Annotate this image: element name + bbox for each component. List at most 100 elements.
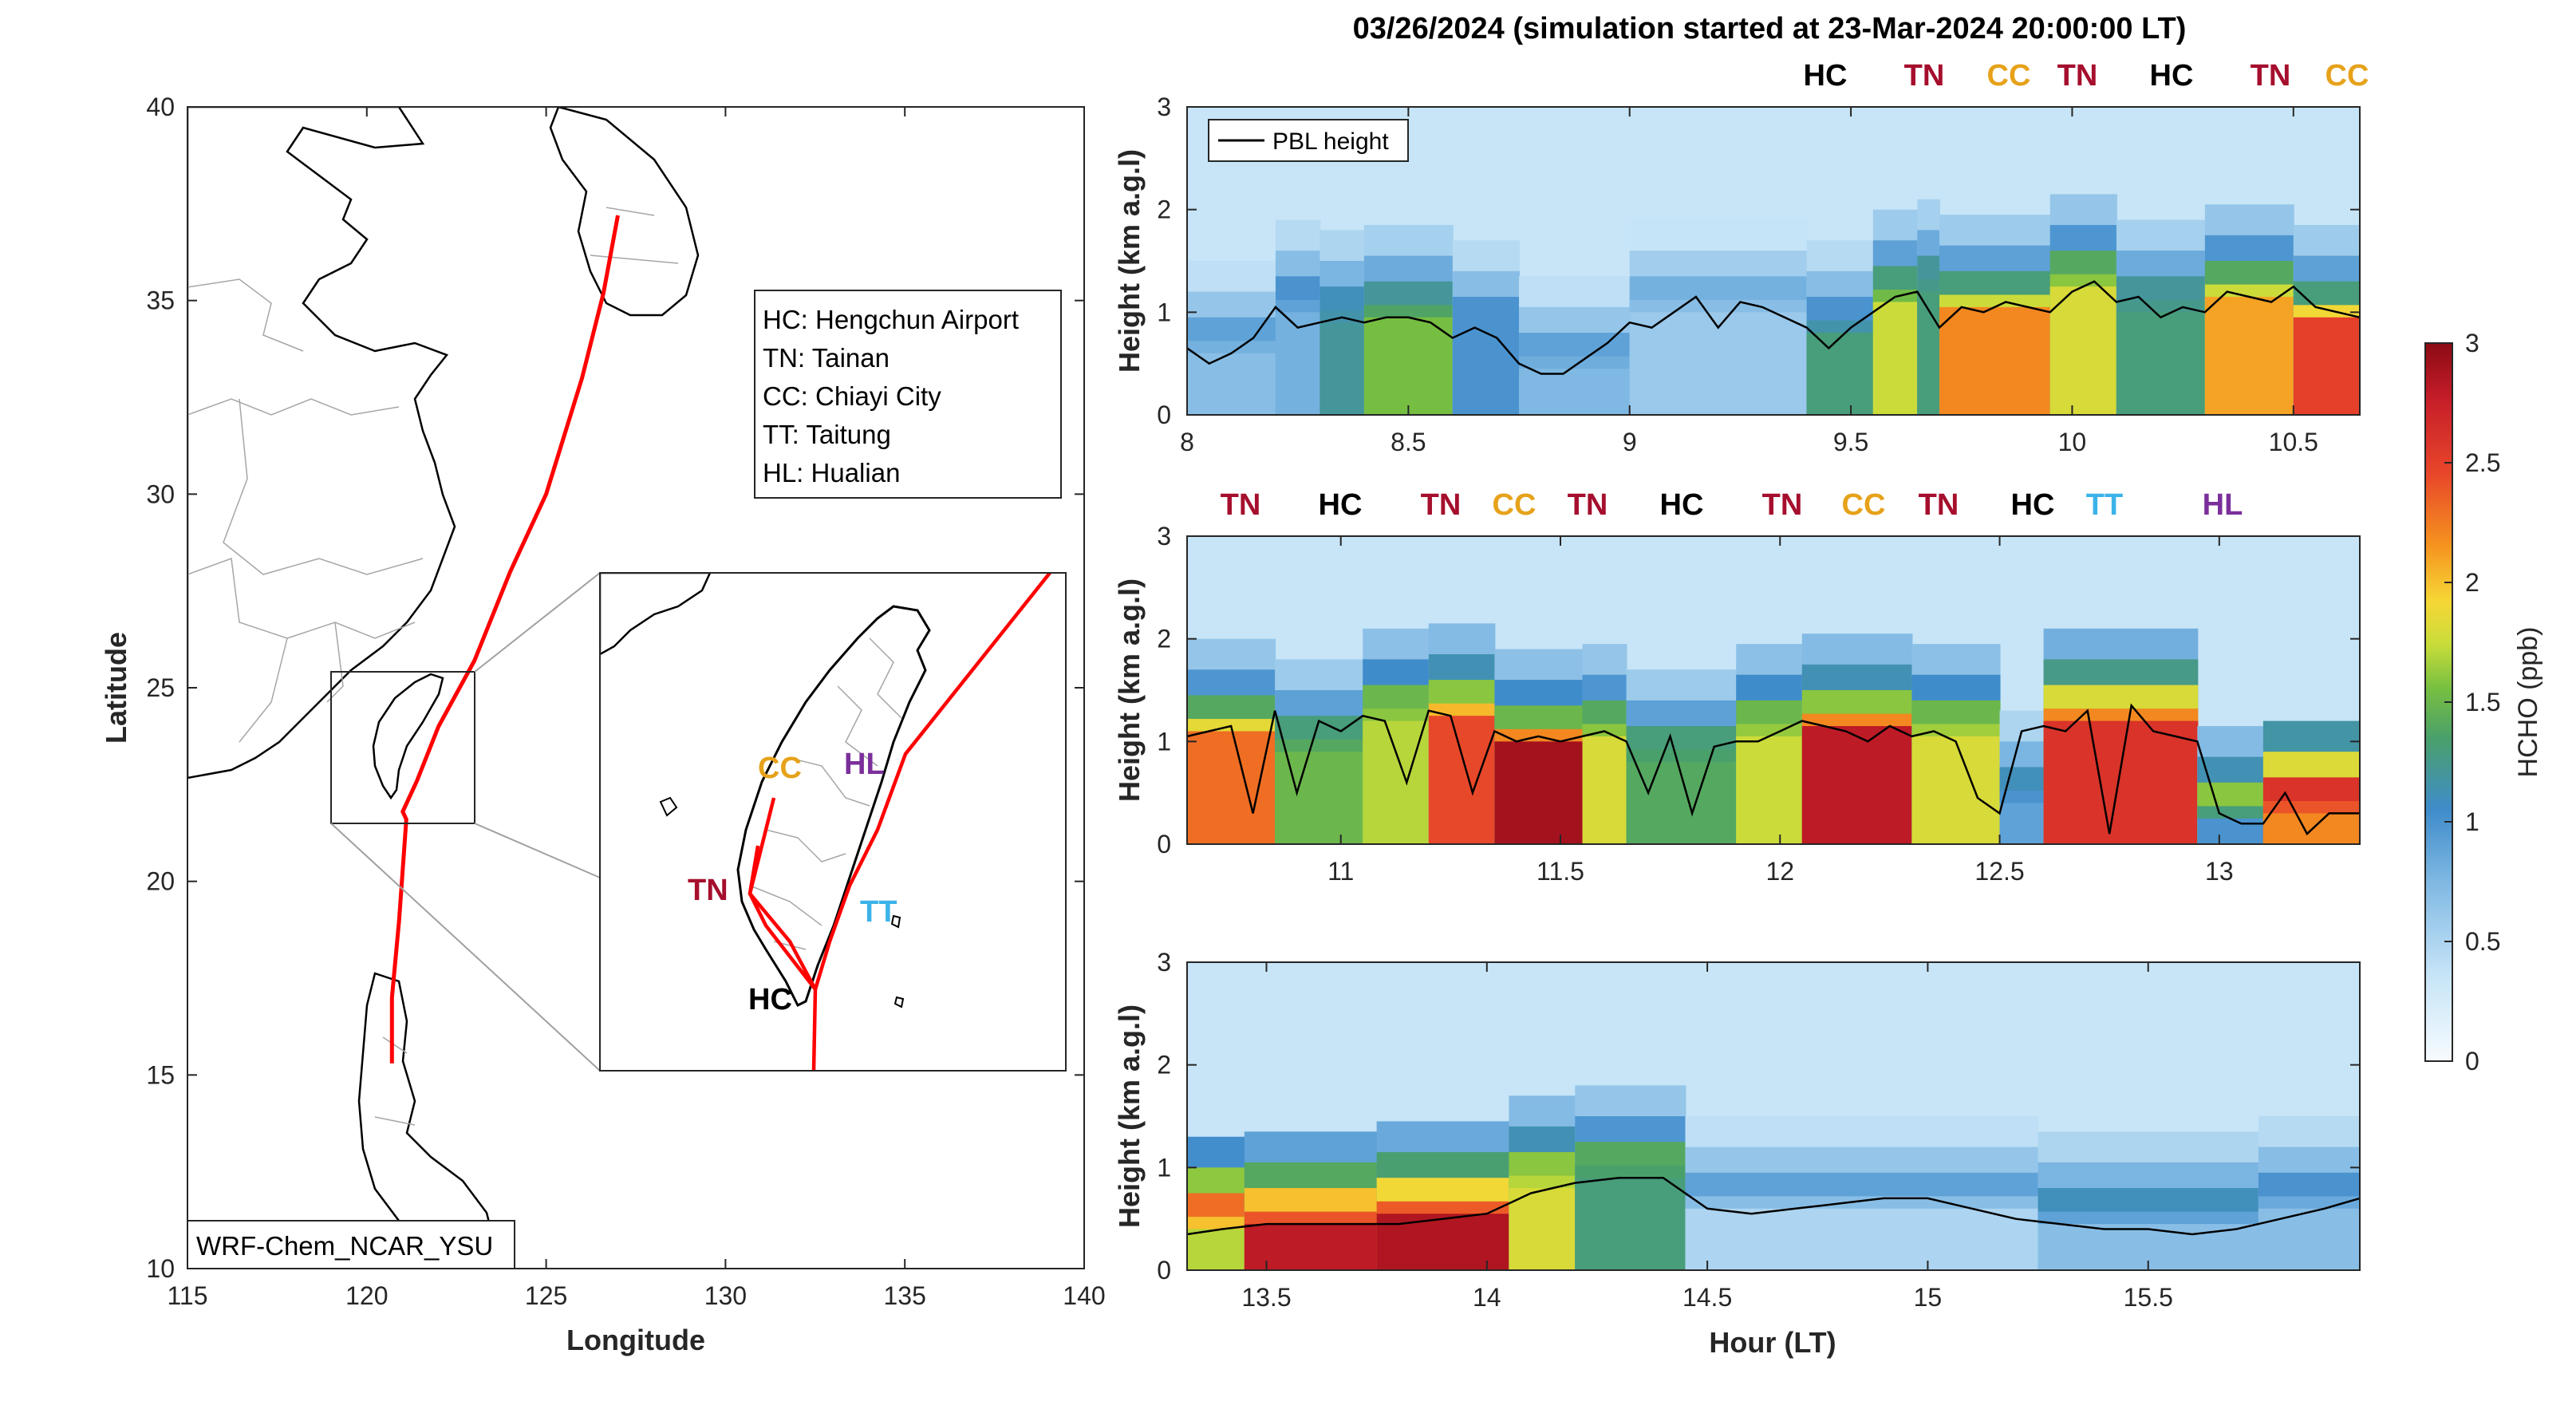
curtain-x-tick-label: 12.5: [1974, 857, 2024, 886]
curtain-y-tick-label: 2: [1157, 1051, 1171, 1079]
curtain-cell: [2204, 297, 2294, 415]
inset-frame: [599, 572, 1067, 1072]
map-y-tick-label: 25: [146, 673, 175, 702]
curtain-cell: [1376, 1214, 1510, 1270]
curtain-cell: [1428, 716, 1496, 844]
curtain-cell: [1187, 731, 1276, 844]
curtain-y-tick-label: 3: [1157, 522, 1171, 551]
colorbar: 0 0.5 1 1.5 2 2.5 3 HCHO (ppb): [2424, 329, 2543, 1076]
map-y-tick-label: 30: [146, 480, 175, 508]
flight-track: [389, 215, 620, 1064]
curtain-cell: [2049, 286, 2117, 415]
site-legend-item: HL: Hualian: [763, 458, 900, 487]
colorbar-tick-label: 1.5: [2465, 688, 2500, 716]
curtain-cell: [1363, 317, 1454, 415]
curtain-x-tick-label: 15: [1914, 1283, 1943, 1312]
curtain-x-tick-label: 13.5: [1241, 1283, 1291, 1312]
curtain-panel-1: 8 8.5 9 9.5 10 10.5 0 1 2 3 Height (km a.g.l) HC TN C…: [1113, 59, 2369, 456]
site-flag-hc: HC: [2011, 488, 2055, 522]
figure-title: 03/26/2024 (simulation started at 23-Mar…: [1353, 12, 2187, 45]
inset-site-label-cc: CC: [758, 752, 802, 785]
pbl-height-line: [1187, 1176, 2360, 1236]
curtain-cell: [1275, 312, 1321, 415]
colorbar-tick-label: 2: [2465, 568, 2479, 597]
site-flag-hl: HL: [2203, 488, 2243, 522]
curtain-x-tick-label: 11.5: [1537, 857, 1584, 886]
curtain-x-tick-label: 15.5: [2124, 1283, 2173, 1312]
site-flag-cc: CC: [1987, 59, 2031, 93]
colorbar-tick-label: 3: [2465, 329, 2479, 357]
curtain-cell: [1911, 736, 2001, 844]
curtain-y-tick-label: 3: [1157, 93, 1171, 121]
zoom-connector-top: [474, 572, 601, 673]
curtain-y-tick-label: 2: [1157, 195, 1171, 224]
inset-site-label-tt: TT: [860, 895, 897, 929]
curtain-ylabel: Height (km a.g.l): [1113, 149, 1146, 373]
curtain-cell: [1494, 741, 1584, 844]
colorbar-tick-label: 1: [2465, 807, 2479, 836]
site-flag-tn: TN: [1221, 488, 1261, 522]
zoom-connector-bottom-right: [474, 823, 601, 878]
site-flag-tn: TN: [2251, 59, 2291, 93]
map-y-tick-label: 40: [146, 93, 175, 121]
curtain-cell: [2116, 312, 2206, 415]
curtain-cell: [2197, 818, 2264, 844]
curtain-cell: [1736, 736, 1803, 844]
colorbar-tick-label: 0.5: [2465, 927, 2500, 956]
curtain-cell: [2293, 317, 2360, 415]
curtain-cell: [1872, 302, 1919, 415]
curtain-cell: [1629, 312, 1808, 415]
taiwan-island: [372, 673, 444, 800]
model-label: WRF-Chem_NCAR_YSU: [196, 1231, 493, 1261]
curtain-x-tick-label: 8.5: [1391, 428, 1426, 456]
site-legend: HC: Hengchun Airport TN: Tainan CC: Chia…: [754, 290, 1062, 499]
map-tick-layer: 115 120 125 130 135 140 10 15 20 25 30 35 40: [146, 93, 1105, 1310]
inset-county-borders: [749, 637, 902, 950]
site-flag-tn: TN: [1762, 488, 1803, 522]
site-flag-tn: TN: [1568, 488, 1608, 522]
inset-site-label-tn: TN: [688, 874, 728, 907]
curtain-x-tick-label: 10: [2058, 428, 2087, 456]
site-flag-tn: TN: [1919, 488, 1959, 522]
curtain-cell: [1509, 1188, 1576, 1270]
map-x-tick-label: 130: [704, 1281, 747, 1310]
inset-mainland-coast: [600, 573, 712, 656]
curtain-y-tick-label: 1: [1157, 727, 1171, 756]
site-legend-item: HC: Hengchun Airport: [763, 305, 1019, 334]
curtain-x-tick-label: 9.5: [1833, 428, 1868, 456]
site-legend-item: TN: Tainan: [763, 343, 890, 373]
zoom-connector-bottom: [330, 823, 601, 1072]
curtain-cell: [1575, 1178, 1686, 1270]
map-panel: 115 120 125 130 135 140 10 15 20 25 30 35 40 Longitu…: [100, 93, 1106, 1356]
curtain-cell: [1320, 322, 1365, 415]
site-flag-tt: TT: [2086, 488, 2123, 522]
hour-axis-label: Hour (LT): [1709, 1326, 1836, 1359]
site-flag-tn: TN: [1421, 488, 1462, 522]
map-y-tick-label: 35: [146, 286, 175, 315]
curtain-field: [1187, 962, 2360, 1270]
curtain-axes-box: [1186, 535, 2361, 845]
curtain-y-tick-label: 3: [1157, 948, 1171, 977]
curtain-cell: [2043, 720, 2199, 844]
site-legend-box: [754, 290, 1062, 499]
curtain-y-tick-label: 2: [1157, 625, 1171, 653]
colorbar-ticks: 0 0.5 1 1.5 2 2.5 3: [2444, 329, 2500, 1076]
map-y-tick-label: 10: [146, 1254, 175, 1283]
curtain-cell: [1519, 369, 1631, 415]
curtain-y-tick-label: 0: [1157, 1256, 1171, 1285]
curtain-axes-box: [1186, 961, 2361, 1271]
colorbar-tick-label: 2.5: [2465, 448, 2500, 477]
map-x-tick-label: 140: [1063, 1281, 1105, 1310]
curtain-x-tick-label: 10.5: [2269, 428, 2318, 456]
model-label-box: [187, 1220, 515, 1269]
curtain-cell: [1999, 803, 2045, 844]
curtain-ylabel: Height (km a.g.l): [1113, 1004, 1146, 1228]
site-flag-tn: TN: [1904, 59, 1945, 93]
curtain-cell: [1275, 752, 1364, 844]
curtain-y-tick-label: 0: [1157, 830, 1171, 858]
province-borders: [187, 207, 679, 1126]
curtain-panel-3: 13.5 14 14.5 15 15.5 0 1 2 3 Height (km a.g.l): [1113, 948, 2361, 1312]
curtain-y-tick-label: 0: [1157, 401, 1171, 429]
inset-site-label-hl: HL: [844, 748, 885, 781]
